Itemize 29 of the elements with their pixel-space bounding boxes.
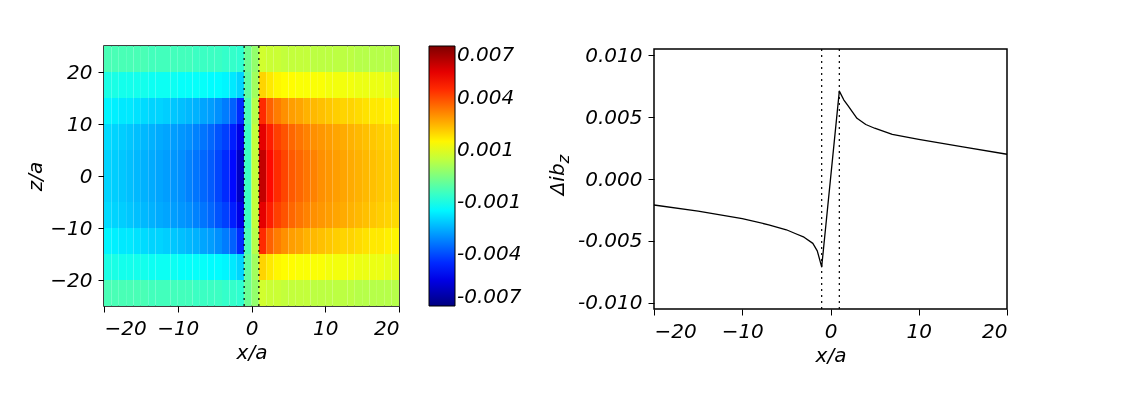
y-axis-title: z/a xyxy=(23,161,48,193)
x-tick-label: −10 xyxy=(157,315,200,340)
y-tick-label: 0.005 xyxy=(585,104,643,129)
x-tick-label: −10 xyxy=(721,318,764,343)
x-tick-label: 10 xyxy=(906,318,932,343)
x-tick-label: 20 xyxy=(374,315,400,340)
color-bar-label: 0.001 xyxy=(457,137,515,161)
y-tick-label: 10 xyxy=(67,111,93,136)
y-tick-label: 0.000 xyxy=(585,166,643,191)
x-tick-label: 10 xyxy=(313,315,339,340)
y-tick-label: 0.010 xyxy=(585,42,643,67)
y-tick-label: −10 xyxy=(50,215,93,240)
x-tick-label: 0 xyxy=(824,318,838,343)
x-axis-title: x/a xyxy=(814,342,847,367)
color-bar-label: 0.004 xyxy=(457,85,515,109)
x-axis-title: x/a xyxy=(235,339,268,364)
color-bar-label: -0.007 xyxy=(457,284,522,309)
y-tick-label: 0 xyxy=(79,163,93,188)
color-bar-label: -0.001 xyxy=(457,189,522,213)
color-bar-label: 0.007 xyxy=(457,41,515,66)
x-tick-label: −20 xyxy=(104,315,147,340)
y-tick-label: -0.005 xyxy=(578,228,643,253)
x-tick-label: −20 xyxy=(654,318,697,343)
x-tick-label: 20 xyxy=(982,318,1008,343)
y-tick-label: −20 xyxy=(50,267,93,292)
y-tick-label: -0.010 xyxy=(578,290,643,315)
color-bar-label: -0.004 xyxy=(457,241,522,265)
x-tick-label: 0 xyxy=(245,315,259,340)
y-tick-label: 20 xyxy=(67,59,93,84)
